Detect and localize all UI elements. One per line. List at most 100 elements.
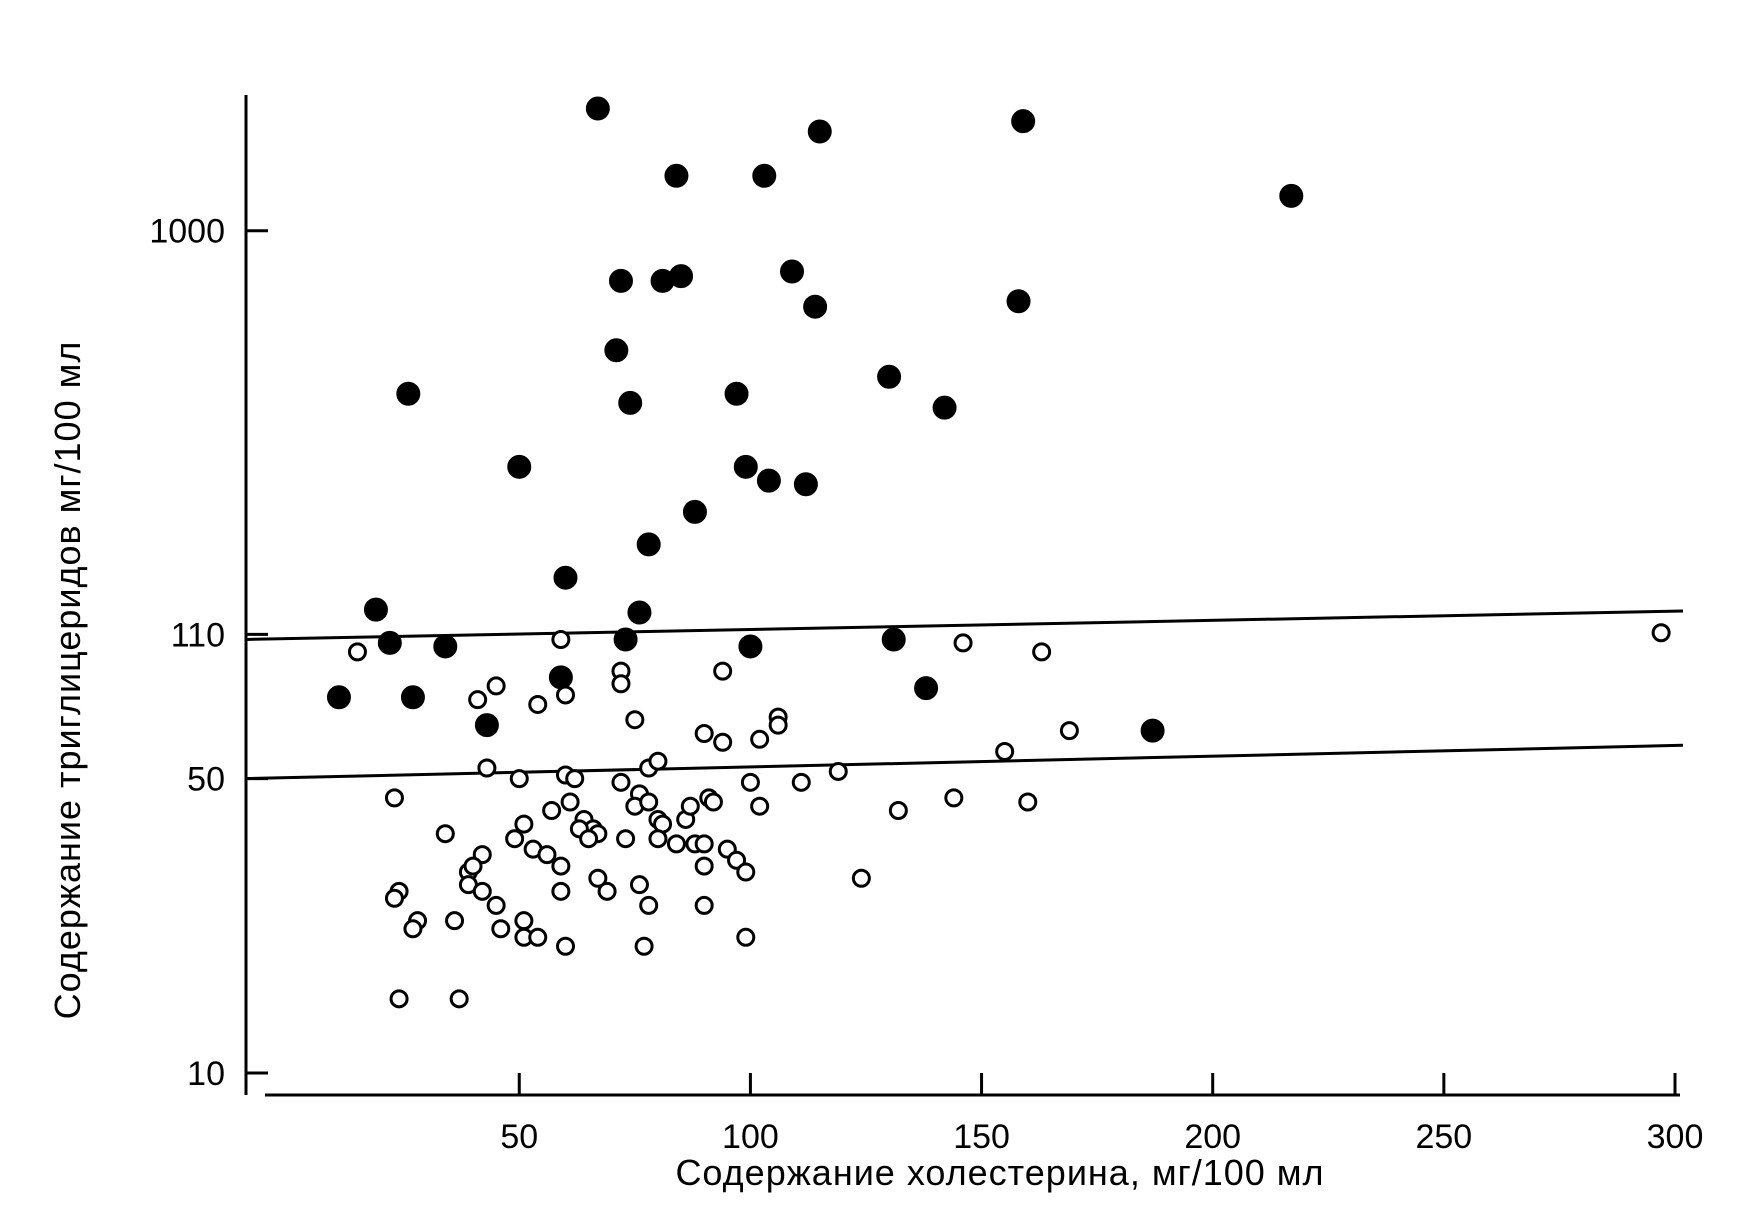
filled-point (932, 395, 957, 420)
open-point (403, 919, 423, 939)
data-points (326, 96, 1671, 1009)
open-point (537, 845, 557, 865)
filled-point (877, 364, 902, 389)
open-point (648, 829, 668, 849)
tick-labels: 50 100 150 200 250 300 10 50 110 1000 (149, 213, 1703, 1156)
filled-point (363, 597, 388, 622)
open-point (384, 888, 404, 908)
open-point (565, 769, 585, 789)
open-point (639, 792, 659, 812)
open-point (1059, 721, 1079, 741)
open-point (1018, 792, 1038, 812)
open-point (505, 829, 525, 849)
y-tick-label: 10 (187, 1055, 225, 1093)
filled-point (618, 390, 643, 415)
open-point (384, 788, 404, 808)
open-point (639, 895, 659, 915)
filled-point (400, 685, 425, 710)
filled-point (793, 472, 818, 497)
open-point (634, 936, 654, 956)
filled-point (604, 338, 629, 363)
filled-point (553, 565, 578, 590)
open-point (555, 685, 575, 705)
open-point (713, 661, 733, 681)
open-point (491, 919, 511, 939)
filled-point (433, 634, 458, 659)
filled-point (396, 381, 421, 406)
open-point (555, 936, 575, 956)
open-point (953, 633, 973, 653)
open-point (472, 881, 492, 901)
filled-point (914, 676, 939, 701)
filled-point (507, 454, 532, 479)
open-point (463, 856, 483, 876)
x-tick-label: 200 (1184, 1118, 1241, 1156)
open-point (468, 690, 488, 710)
filled-point (585, 96, 610, 121)
open-point (680, 796, 700, 816)
open-point (551, 856, 571, 876)
filled-point (548, 665, 573, 690)
filled-point (474, 713, 499, 738)
filled-point (1011, 109, 1036, 134)
open-point (995, 741, 1015, 761)
filled-point (627, 600, 652, 625)
filled-point (881, 627, 906, 652)
filled-point (738, 634, 763, 659)
open-point (542, 801, 562, 821)
filled-point (636, 532, 661, 557)
filled-point (326, 685, 351, 710)
open-point (435, 824, 455, 844)
filled-point (664, 163, 689, 188)
open-point (750, 729, 770, 749)
open-point (611, 674, 631, 694)
open-point (736, 862, 756, 882)
open-point (611, 772, 631, 792)
open-point (736, 927, 756, 947)
filled-point (807, 119, 832, 144)
open-point (514, 814, 534, 834)
open-point (477, 758, 497, 778)
open-point (694, 856, 714, 876)
open-point (445, 911, 465, 931)
y-tick-label: 50 (187, 761, 225, 799)
filled-point (608, 268, 633, 293)
open-point (713, 732, 733, 752)
x-tick-label: 250 (1415, 1118, 1472, 1156)
open-point (740, 772, 760, 792)
open-point (791, 772, 811, 792)
open-point (694, 723, 714, 743)
open-point (579, 829, 599, 849)
open-point (694, 895, 714, 915)
open-point (1032, 642, 1052, 662)
open-point (449, 989, 469, 1009)
open-point (588, 868, 608, 888)
open-point (347, 642, 367, 662)
filled-point (377, 630, 402, 655)
open-point (851, 868, 871, 888)
open-point (648, 751, 668, 771)
open-point (768, 715, 788, 735)
open-point (1651, 623, 1671, 643)
open-point (560, 792, 580, 812)
x-tick-label: 50 (500, 1118, 538, 1156)
open-point (828, 761, 848, 781)
open-point (888, 801, 908, 821)
open-point (551, 881, 571, 901)
threshold-line (244, 743, 1684, 781)
y-axis-title: Содержание триглицеридов мг/100 мл (47, 341, 88, 1020)
open-point (629, 875, 649, 895)
filled-point (1279, 183, 1304, 208)
open-point (514, 911, 534, 931)
open-point (509, 769, 529, 789)
open-point (703, 792, 723, 812)
filled-point (752, 163, 777, 188)
filled-point (682, 499, 707, 524)
filled-point (756, 468, 781, 493)
open-point (694, 834, 714, 854)
open-point (389, 989, 409, 1009)
filled-point (1006, 289, 1031, 314)
x-tick-label: 150 (953, 1118, 1010, 1156)
filled-point (733, 454, 758, 479)
